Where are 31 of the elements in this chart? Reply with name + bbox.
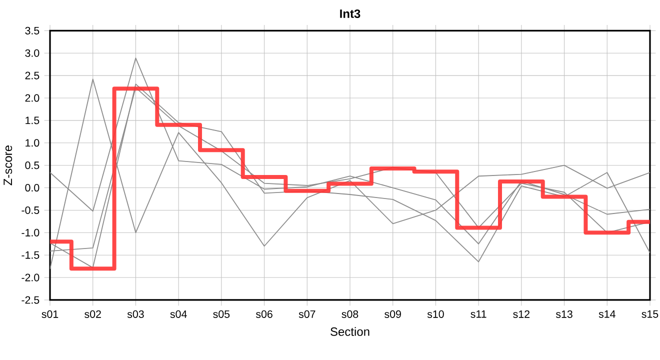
x-tick-label: s09 [384, 310, 401, 318]
x-tick-label: s03 [127, 310, 144, 318]
y-tick-label: 2.5 [25, 72, 40, 80]
x-tick-label: s11 [470, 310, 486, 318]
x-tick-label: s12 [513, 310, 530, 318]
y-tick-label: -1.0 [22, 228, 40, 236]
y-tick-label: -1.5 [22, 251, 40, 259]
y-tick-label: 2.0 [25, 94, 40, 102]
x-tick-label: s01 [42, 310, 58, 318]
x-tick-label: s04 [170, 310, 187, 318]
y-tick-label: 0.5 [25, 162, 40, 170]
x-tick-label: s06 [256, 310, 272, 318]
y-tick-label: 1.5 [26, 116, 40, 124]
chart-title: Int3 [340, 9, 360, 18]
x-tick-label: s07 [298, 310, 316, 318]
y-tick-label: 1.0 [26, 139, 40, 147]
y-tick-label: 3.0 [25, 49, 40, 57]
x-tick-label: s08 [342, 310, 358, 318]
x-tick-label: s02 [84, 310, 101, 318]
x-tick-label: s15 [642, 310, 658, 318]
y-tick-label: -2.0 [22, 274, 40, 282]
x-tick-label: s13 [556, 310, 572, 318]
y-tick-label: -2.5 [22, 296, 40, 304]
y-tick-label: 3.5 [25, 26, 40, 34]
y-tick-label: -0.5 [22, 206, 40, 214]
x-tick-label: s10 [427, 310, 444, 318]
y-tick-label: 0.0 [25, 184, 40, 192]
x-tick-label: s05 [213, 310, 230, 318]
x-axis-title: Section [330, 327, 370, 336]
x-tick-label: s14 [598, 310, 616, 318]
y-axis-title: Z-score [4, 146, 12, 186]
